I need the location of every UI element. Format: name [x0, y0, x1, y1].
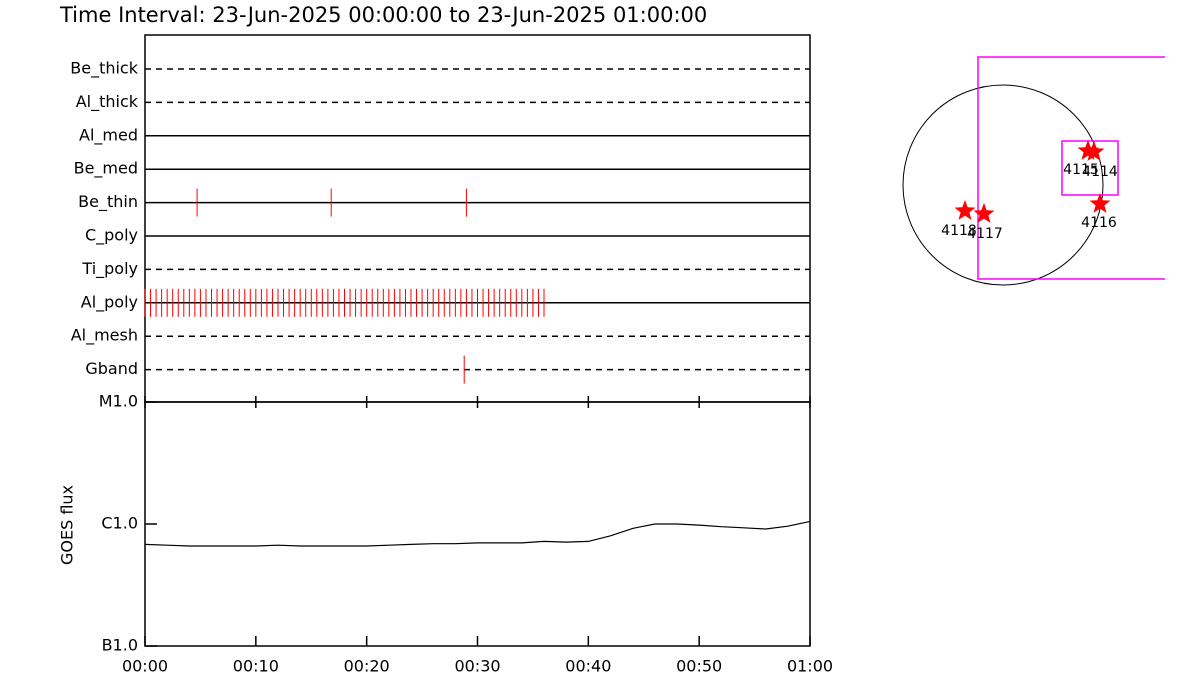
region-star — [954, 200, 976, 220]
solar-disk — [902, 84, 1104, 286]
chart-title: Time Interval: 23-Jun-2025 00:00:00 to 2… — [59, 3, 707, 27]
region-label: 4117 — [967, 226, 1003, 242]
row-label: Be_thick — [70, 59, 138, 79]
region-star — [973, 203, 995, 223]
y-tick-label: M1.0 — [99, 392, 138, 411]
row-label: Ti_poly — [81, 259, 138, 279]
x-tick-label: 00:20 — [344, 657, 390, 676]
row-label: C_poly — [85, 226, 138, 246]
x-tick-label: 01:00 — [787, 657, 833, 676]
row-label: Gband — [85, 359, 138, 378]
x-tick-label: 00:00 — [122, 657, 168, 676]
goes-flux-line — [144, 520, 811, 547]
fov-box — [977, 56, 1165, 280]
row-label: Be_thin — [78, 192, 138, 212]
x-tick-label: 00:50 — [676, 657, 722, 676]
x-tick-label: 00:10 — [233, 657, 279, 676]
region-label: 4116 — [1081, 215, 1117, 231]
region-label: 4114 — [1082, 164, 1118, 180]
row-label: Al_thick — [76, 92, 139, 112]
region-label: 4115 — [1063, 162, 1099, 178]
row-label: Al_med — [79, 125, 138, 145]
x-tick-label: 00:30 — [454, 657, 500, 676]
region-star — [1083, 141, 1105, 161]
y-tick-label: B1.0 — [102, 636, 138, 655]
row-label: Al_poly — [81, 292, 138, 312]
region-label: 4118 — [941, 223, 977, 239]
region-star — [1089, 193, 1111, 213]
fov-box — [1061, 140, 1119, 196]
row-label: Al_mesh — [71, 326, 138, 346]
row-label: Be_med — [74, 159, 138, 179]
y-axis-label: GOES flux — [58, 485, 77, 565]
y-tick-label: C1.0 — [101, 514, 138, 533]
x-tick-label: 00:40 — [565, 657, 611, 676]
